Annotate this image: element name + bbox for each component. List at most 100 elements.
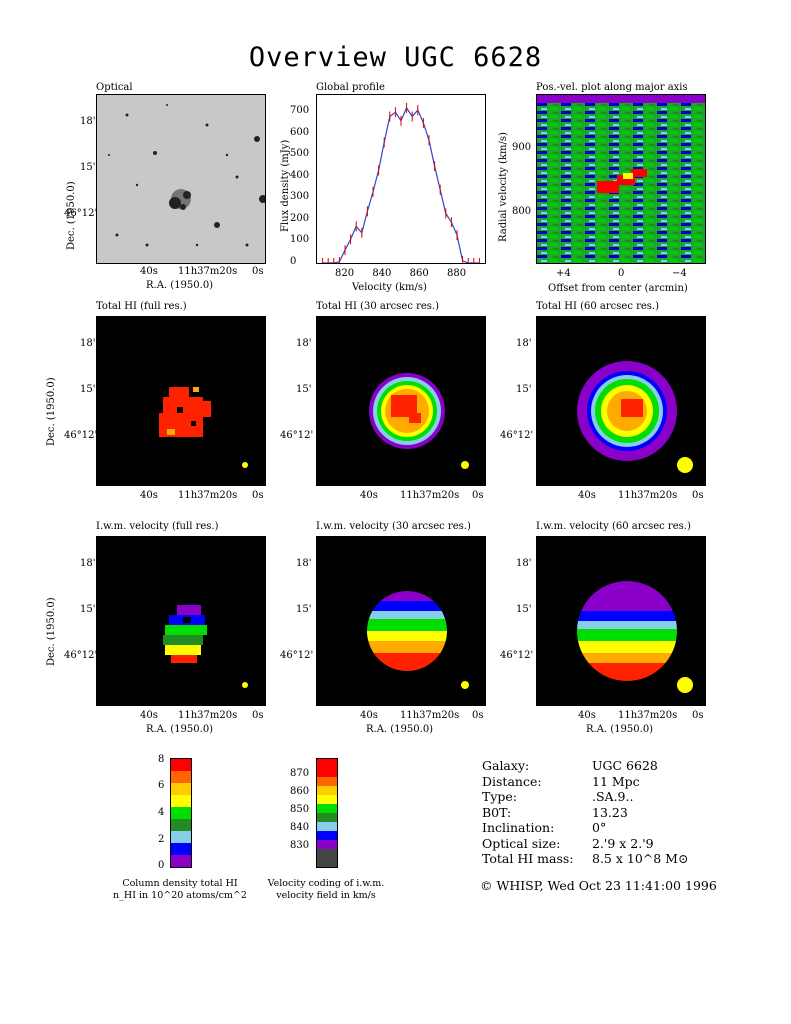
colorbar-swatch <box>171 771 191 783</box>
dec-tick-15-r3b: 15' <box>296 604 312 615</box>
density-tick-6: 6 <box>158 780 165 791</box>
profile-ytick: 200 <box>290 212 310 224</box>
pv-ytick-900: 900 <box>512 142 532 153</box>
dec-tick-12-r2c: 46°12' <box>500 430 534 441</box>
dec-tick-18-r2a: 18' <box>80 338 96 349</box>
ra-tick-40-r3b: 40s <box>360 710 378 721</box>
info-value: 11 Mpc <box>592 773 640 789</box>
colorbar-swatch <box>317 795 337 804</box>
colorbar-swatch <box>317 804 337 813</box>
global-profile-svg <box>322 102 480 263</box>
offset-tick-plus4: +4 <box>556 268 571 279</box>
velocity-label: Velocity (km/s) <box>352 282 427 293</box>
dec-tick-12-r3a: 46°12' <box>64 650 98 661</box>
info-key: Galaxy: <box>482 758 530 773</box>
offset-label: Offset from center (arcmin) <box>548 283 688 294</box>
ra-tick-0-r2c: 0s <box>692 490 704 501</box>
vel-full-title: I.w.m. velocity (full res.) <box>96 521 219 532</box>
colorbar-swatch <box>171 831 191 843</box>
ra-tick-20-r2a: 11h37m20s <box>178 490 238 501</box>
info-key: Type: <box>482 789 518 804</box>
offset-tick-minus4: −4 <box>672 268 687 279</box>
vel-tick-840: 840 <box>290 822 310 833</box>
ra-label-r3c: R.A. (1950.0) <box>586 724 654 735</box>
colorbar-swatch <box>171 843 191 855</box>
info-value: UGC 6628 <box>592 758 658 773</box>
info-key: Optical size: <box>482 835 561 851</box>
velocity-caption-2: velocity field in km/s <box>276 890 376 901</box>
colorbar-swatch <box>171 807 191 819</box>
colorbar-swatch <box>317 831 337 840</box>
dec-tick-15-r2b: 15' <box>296 384 312 395</box>
optical-title: Optical <box>96 82 133 93</box>
colorbar-swatch <box>317 786 337 795</box>
ra-tick-20-r3c: 11h37m20s <box>618 710 678 721</box>
ra-tick-20-r3b: 11h37m20s <box>400 710 460 721</box>
colorbar-swatch <box>317 768 337 777</box>
dec-label-row3: Dec. (1950.0) <box>46 597 57 666</box>
hi-full-map <box>96 316 266 486</box>
vel-30-title: I.w.m. velocity (30 arcsec res.) <box>316 521 471 532</box>
info-key: Distance: <box>482 773 542 789</box>
info-value: 2.'9 x 2.'9 <box>592 835 654 851</box>
ra-tick-0-r3b: 0s <box>472 710 484 721</box>
vel-tick-860: 860 <box>290 786 310 797</box>
profile-ytick: 700 <box>290 105 310 117</box>
colorbar-swatch <box>171 795 191 807</box>
colorbar-swatch <box>317 813 337 822</box>
dec-tick-18-r2b: 18' <box>296 338 312 349</box>
vel-tick-850: 850 <box>290 804 310 815</box>
vel-full-map <box>96 536 266 706</box>
dec-tick-15-r2c: 15' <box>516 384 532 395</box>
ra-tick-20: 11h37m20s <box>178 266 238 277</box>
density-caption-1: Column density total HI <box>122 878 238 889</box>
dec-tick-12-r2a: 46°12' <box>64 430 98 441</box>
colorbar-swatch <box>171 783 191 795</box>
ra-tick-20-r2c: 11h37m20s <box>618 490 678 501</box>
colorbar-swatch <box>317 849 337 858</box>
density-tick-4: 4 <box>158 807 165 818</box>
hi-30-title: Total HI (30 arcsec res.) <box>316 301 440 312</box>
ra-tick-40: 40s <box>140 266 158 277</box>
ra-label-r3b: R.A. (1950.0) <box>366 724 434 735</box>
colorbar-swatch <box>171 759 191 771</box>
vel-tick-830: 830 <box>290 840 310 851</box>
hi-60-map <box>536 316 706 486</box>
info-key: Total HI mass: <box>482 851 574 866</box>
profile-ytick: 300 <box>290 191 310 203</box>
dec-tick-18-r3a: 18' <box>80 558 96 569</box>
dec-tick-12-r3b: 46°12' <box>280 650 314 661</box>
pv-plot <box>536 94 706 264</box>
info-key: B0T: <box>482 804 512 820</box>
profile-xtick: 880 <box>447 268 467 279</box>
pv-svg <box>537 95 705 263</box>
colorbar-swatch <box>317 759 337 768</box>
density-tick-2: 2 <box>158 834 165 845</box>
vel-60-map <box>536 536 706 706</box>
ra-tick-0-r2b: 0s <box>472 490 484 501</box>
colorbar-swatch <box>171 819 191 831</box>
profile-line <box>322 106 480 263</box>
ra-tick-40-r2b: 40s <box>360 490 378 501</box>
profile-ytick: 500 <box>290 148 310 160</box>
pv-title: Pos.-vel. plot along major axis <box>536 82 688 93</box>
dec-tick-18-r3b: 18' <box>296 558 312 569</box>
density-tick-0: 0 <box>158 860 165 871</box>
ra-tick-0: 0s <box>252 266 264 277</box>
profile-ytick: 0 <box>290 256 297 267</box>
density-tick-8: 8 <box>158 754 165 765</box>
dec-tick-18: 18' <box>80 116 96 127</box>
optical-image <box>96 94 266 264</box>
dec-label-row2: Dec. (1950.0) <box>46 377 57 446</box>
info-key: Inclination: <box>482 820 555 835</box>
hi-30-map <box>316 316 486 486</box>
ra-tick-40-r3a: 40s <box>140 710 158 721</box>
ra-tick-20-r3a: 11h37m20s <box>178 710 238 721</box>
density-colorbar <box>170 758 192 868</box>
profile-ytick: 600 <box>290 126 310 138</box>
info-value: .SA.9.. <box>592 789 634 804</box>
profile-ytick: 100 <box>290 234 310 246</box>
dec-tick-12-r3c: 46°12' <box>500 650 534 661</box>
colorbar-swatch <box>317 840 337 849</box>
ra-tick-0-r3c: 0s <box>692 710 704 721</box>
